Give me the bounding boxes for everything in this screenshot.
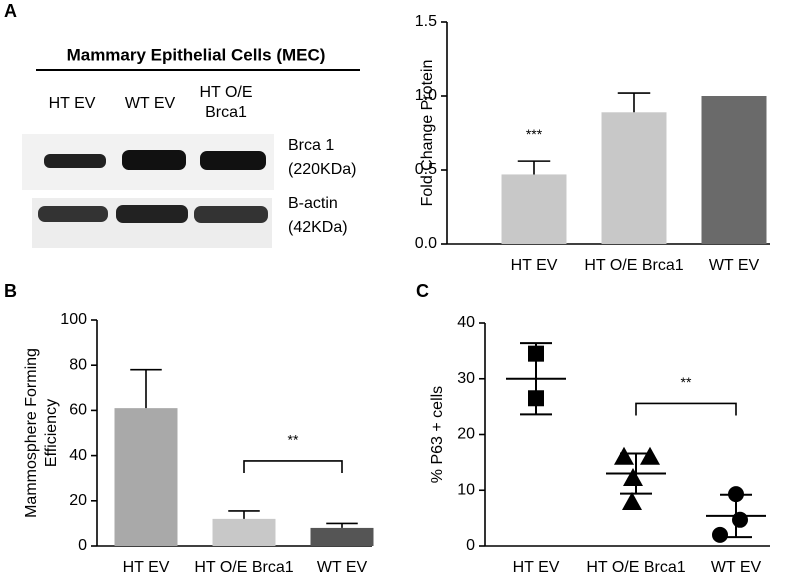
error-bar bbox=[228, 510, 260, 519]
error-bar bbox=[130, 368, 162, 409]
panel-label: C bbox=[416, 281, 429, 301]
y-tick-label: 0 bbox=[466, 537, 475, 554]
y-tick-label: 1.5 bbox=[415, 13, 437, 30]
sd-bar bbox=[720, 493, 752, 539]
error-bar bbox=[326, 522, 358, 528]
blot-band bbox=[200, 151, 266, 170]
y-axis-label: Efficiency bbox=[43, 399, 60, 467]
bar bbox=[701, 96, 767, 244]
blot-band bbox=[116, 205, 188, 223]
lane-label: Brca1 bbox=[205, 104, 247, 121]
blot-band bbox=[122, 150, 186, 170]
y-tick-label: 0.5 bbox=[415, 161, 437, 178]
western-blot: Mammary Epithelial Cells (MEC) HT EV WT … bbox=[22, 45, 360, 248]
blot-title: Mammary Epithelial Cells (MEC) bbox=[67, 45, 326, 64]
x-tick-label: WT EV bbox=[711, 559, 762, 574]
bar bbox=[601, 112, 667, 244]
panel-label: B bbox=[4, 281, 17, 301]
point bbox=[623, 467, 643, 486]
significance-label: ** bbox=[288, 432, 299, 448]
y-tick-label: 1.0 bbox=[415, 87, 437, 104]
error-bar bbox=[617, 92, 651, 113]
y-tick-label: 40 bbox=[457, 314, 475, 331]
bar bbox=[212, 518, 276, 546]
point bbox=[640, 446, 660, 465]
significance-bracket bbox=[243, 460, 343, 473]
y-tick-label: 0.0 bbox=[415, 235, 437, 252]
y-tick-label: 100 bbox=[60, 311, 87, 328]
y-axis-label: Fold Change Protein bbox=[419, 60, 436, 207]
point bbox=[614, 446, 634, 465]
sd-bar bbox=[620, 452, 652, 495]
y-tick-label: 40 bbox=[69, 447, 87, 464]
x-tick-label: HT EV bbox=[513, 559, 560, 574]
y-tick-label: 10 bbox=[457, 481, 475, 498]
band-label: (42KDa) bbox=[288, 219, 348, 236]
blot-band bbox=[44, 154, 106, 168]
y-tick-label: 60 bbox=[69, 402, 87, 419]
significance-bracket bbox=[635, 402, 737, 416]
blot-band bbox=[194, 206, 268, 223]
significance-label: ** bbox=[681, 374, 692, 390]
y-axis-label: % P63 + cells bbox=[429, 386, 446, 483]
panel-label: A bbox=[4, 1, 17, 21]
significance-label: *** bbox=[526, 126, 543, 142]
y-tick-label: 30 bbox=[457, 370, 475, 387]
bar bbox=[114, 408, 178, 546]
point bbox=[622, 491, 642, 510]
x-tick-label: HT O/E Brca1 bbox=[194, 559, 293, 574]
y-tick-label: 80 bbox=[69, 356, 87, 373]
bar bbox=[501, 174, 567, 244]
point bbox=[712, 526, 728, 543]
sd-bar bbox=[520, 342, 552, 416]
y-tick-label: 20 bbox=[457, 426, 475, 443]
x-tick-label: HT EV bbox=[123, 559, 170, 574]
point bbox=[732, 511, 748, 528]
blot-band bbox=[38, 206, 108, 222]
x-tick-label: HT O/E Brca1 bbox=[586, 559, 685, 574]
band-label: B-actin bbox=[288, 195, 338, 212]
band-label: Brca 1 bbox=[288, 137, 334, 154]
lane-label: WT EV bbox=[125, 95, 176, 112]
bar bbox=[310, 527, 374, 546]
x-tick-label: WT EV bbox=[317, 559, 368, 574]
x-tick-label: HT O/E Brca1 bbox=[584, 257, 683, 274]
lane-label: HT O/E bbox=[199, 84, 252, 101]
band-label: (220KDa) bbox=[288, 161, 356, 178]
y-tick-label: 20 bbox=[69, 492, 87, 509]
y-tick-label: 0 bbox=[78, 537, 87, 554]
y-axis-label: Mammosphere Forming bbox=[23, 348, 40, 518]
error-bar bbox=[517, 160, 551, 175]
x-tick-label: HT EV bbox=[511, 257, 558, 274]
lane-label: HT EV bbox=[49, 95, 96, 112]
x-tick-label: WT EV bbox=[709, 257, 760, 274]
